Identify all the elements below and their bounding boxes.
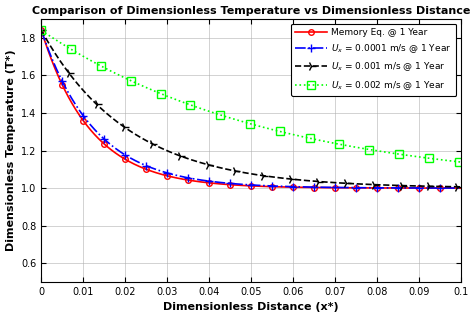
Line: Memory Eq. @ 1 Year: Memory Eq. @ 1 Year: [38, 28, 464, 191]
Memory Eq. @ 1 Year: [327, 186, 332, 190]
$U_x$ = 0.002 m/s @ 1 Year: [208, 110, 214, 114]
$U_x$ = 0.001 m/s @ 1 Year: [38, 29, 44, 32]
Memory Eq. @ 1 Year: [208, 181, 214, 185]
$U_x$ = 0.001 m/s @ 1 Year: [458, 185, 464, 189]
$U_x$ = 0.002 m/s @ 1 Year: [373, 149, 379, 153]
$U_x$ = 0.001 m/s @ 1 Year: [327, 180, 332, 184]
$U_x$ = 0.0001 m/s @ 1 Year: [327, 185, 332, 189]
$U_x$ = 0.0001 m/s @ 1 Year: [38, 29, 44, 32]
Memory Eq. @ 1 Year: [458, 186, 464, 190]
$U_x$ = 0.0001 m/s @ 1 Year: [223, 181, 229, 185]
$U_x$ = 0.0001 m/s @ 1 Year: [82, 115, 87, 119]
Memory Eq. @ 1 Year: [82, 120, 87, 124]
$U_x$ = 0.0001 m/s @ 1 Year: [458, 186, 464, 190]
$U_x$ = 0.002 m/s @ 1 Year: [458, 160, 464, 164]
Line: $U_x$ = 0.002 m/s @ 1 Year: $U_x$ = 0.002 m/s @ 1 Year: [37, 26, 465, 166]
Title: Comparison of Dimensionless Temperature vs Dimensionless Distance: Comparison of Dimensionless Temperature …: [32, 5, 470, 16]
$U_x$ = 0.002 m/s @ 1 Year: [365, 148, 371, 151]
Y-axis label: Dimensionless Temperature (T*): Dimensionless Temperature (T*): [6, 50, 16, 252]
$U_x$ = 0.0001 m/s @ 1 Year: [373, 186, 379, 190]
$U_x$ = 0.0001 m/s @ 1 Year: [365, 186, 371, 190]
Line: $U_x$ = 0.0001 m/s @ 1 Year: $U_x$ = 0.0001 m/s @ 1 Year: [37, 26, 465, 192]
Legend: Memory Eq. @ 1 Year, $U_x$ = 0.0001 m/s @ 1 Year, $U_x$ = 0.001 m/s @ 1 Year, $U: Memory Eq. @ 1 Year, $U_x$ = 0.0001 m/s …: [291, 24, 456, 96]
Line: $U_x$ = 0.001 m/s @ 1 Year: $U_x$ = 0.001 m/s @ 1 Year: [36, 25, 465, 192]
$U_x$ = 0.002 m/s @ 1 Year: [223, 115, 229, 119]
Memory Eq. @ 1 Year: [373, 186, 379, 190]
$U_x$ = 0.001 m/s @ 1 Year: [208, 163, 214, 167]
$U_x$ = 0.002 m/s @ 1 Year: [327, 140, 332, 144]
Memory Eq. @ 1 Year: [38, 29, 44, 32]
$U_x$ = 0.002 m/s @ 1 Year: [38, 29, 44, 32]
X-axis label: Dimensionless Distance (x*): Dimensionless Distance (x*): [163, 302, 339, 313]
$U_x$ = 0.001 m/s @ 1 Year: [223, 167, 229, 171]
$U_x$ = 0.002 m/s @ 1 Year: [82, 55, 87, 59]
$U_x$ = 0.001 m/s @ 1 Year: [365, 183, 371, 186]
$U_x$ = 0.001 m/s @ 1 Year: [373, 183, 379, 187]
Memory Eq. @ 1 Year: [365, 186, 371, 190]
$U_x$ = 0.001 m/s @ 1 Year: [82, 90, 87, 93]
$U_x$ = 0.0001 m/s @ 1 Year: [208, 179, 214, 183]
Memory Eq. @ 1 Year: [223, 183, 229, 186]
